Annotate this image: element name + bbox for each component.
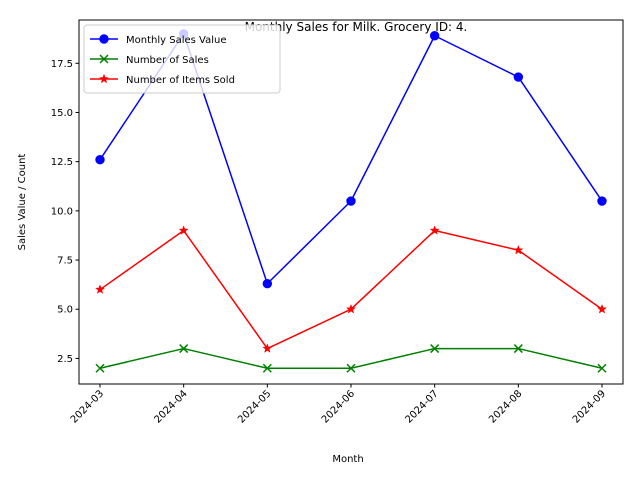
y-tick-label: 2.5 (57, 354, 73, 365)
y-tick-label: 17.5 (51, 59, 73, 70)
x-axis-label: Month (332, 454, 363, 465)
legend-label: Monthly Sales Value (126, 35, 226, 46)
y-axis-label: Sales Value / Count (17, 154, 28, 251)
data-point (597, 363, 607, 373)
y-tick-label: 10.0 (51, 206, 73, 217)
series-1 (95, 344, 607, 373)
data-point (262, 343, 273, 353)
data-point (346, 196, 356, 206)
y-tick-label: 12.5 (51, 157, 73, 168)
y-tick-label: 7.5 (57, 256, 73, 267)
legend-label: Number of Sales (126, 55, 209, 66)
data-point (262, 363, 272, 373)
data-point (179, 344, 189, 354)
data-point (513, 244, 524, 255)
legend-marker (99, 54, 109, 64)
data-point (94, 284, 106, 294)
legend: Monthly Sales Value Number of Sales Number… (83, 24, 281, 94)
series-2 (94, 225, 608, 353)
legend-item: Number of Sales (90, 54, 209, 66)
data-point (178, 225, 189, 235)
legend-item: Number of Items Sold (90, 73, 235, 86)
data-point (95, 363, 105, 373)
data-point (345, 303, 357, 314)
legend-item: Monthly Sales Value (90, 34, 226, 46)
data-point (95, 154, 105, 165)
data-point (513, 72, 524, 82)
y-tick-label: 5.0 (57, 305, 73, 316)
legend-marker (99, 34, 109, 44)
data-point (262, 278, 273, 289)
data-point (429, 31, 440, 41)
data-point (430, 344, 440, 354)
axes-frame (78, 19, 624, 385)
data-point (429, 225, 440, 235)
chart-title: Monthly Sales for Milk. Grocery ID: 4. (245, 20, 468, 34)
legend-label: Number of Items Sold (126, 75, 235, 86)
legend-marker (98, 73, 110, 84)
y-axis: 2.5 5.0 7.5 10.0 12.5 15.0 17.5 (51, 59, 79, 365)
data-point (513, 344, 523, 354)
legend-box (83, 24, 281, 94)
data-point (346, 363, 356, 373)
data-point (596, 303, 608, 314)
y-tick-label: 15.0 (51, 108, 73, 119)
data-point (597, 196, 607, 206)
